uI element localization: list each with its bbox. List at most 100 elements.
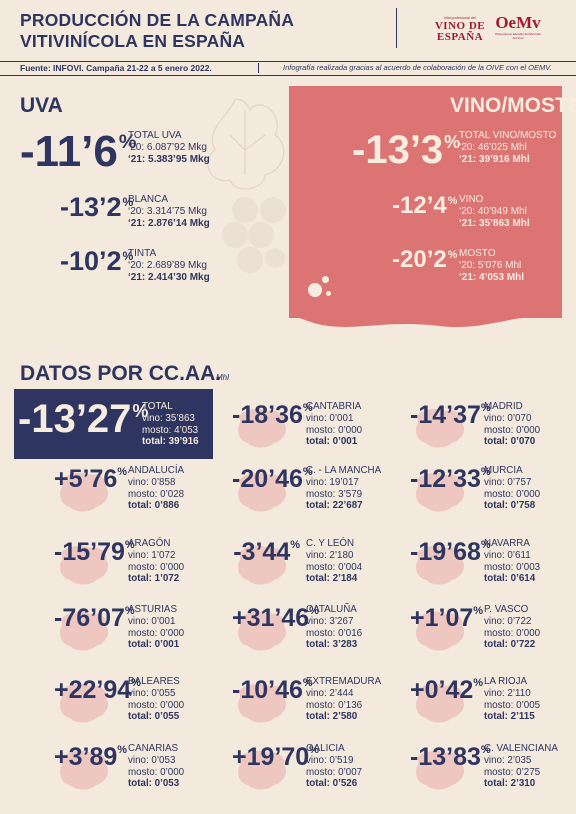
region-mosto: mosto: 0’000 [128, 699, 185, 711]
region-info: ARAGÓN vino: 1’072 mosto: 0’000 total: 1’07… [128, 538, 184, 585]
region-pct: -13’83% [410, 745, 491, 770]
region-pct-sign: % [480, 539, 491, 551]
region-name: C. - LA MANCHA [306, 465, 382, 476]
region-total: total: 0’614 [484, 573, 536, 585]
region-pct: -19’68% [410, 540, 491, 565]
region-mosto: mosto: 0’000 [128, 627, 185, 639]
vino-mosto-y20: ‘20: 5’076 Mhl [459, 260, 522, 271]
region-pct: -14’37% [410, 401, 491, 429]
region-info: CANARIAS vino: 0’053 mosto: 0’000 total: 0’… [128, 743, 184, 790]
datos-total-vino: vino: 35’863 [142, 412, 195, 424]
region-name: P. VASCO [484, 604, 529, 615]
region-pct-value: +5’76 [54, 465, 118, 493]
grape-illustration [207, 98, 286, 273]
region-mosto: mosto: 0’004 [306, 561, 363, 573]
region-pct-value: +0’42 [410, 676, 474, 704]
vino-mosto-pct: -20’2% [392, 246, 458, 273]
region-map-icon [238, 683, 287, 723]
region-map-icon [238, 408, 287, 448]
region-info: C. VALENCIANA vino: 2’035 mosto: 0’275 tota… [484, 743, 558, 790]
region-pct-value: +31’46 [232, 604, 310, 632]
vino-mosto-panel [289, 86, 562, 318]
datos-total-name: TOTAL [142, 401, 173, 412]
region-total: total: 0’526 [306, 778, 358, 790]
region-info: ANDALUCÍA vino: 0’858 mosto: 0’028 total: 0… [128, 465, 184, 512]
region-map-icon [238, 545, 287, 585]
region-pct-sign: % [480, 402, 491, 414]
region-mosto: mosto: 0’000 [306, 424, 363, 436]
region-map-icon [416, 750, 465, 790]
region-mosto: mosto: 0’007 [306, 766, 363, 778]
region-map-icon [416, 472, 465, 512]
region-pct: -18’36% [232, 403, 313, 428]
bubble-3 [326, 291, 331, 296]
uva-tinta-y20: ‘20: 2.689’89 Mkg [128, 260, 207, 271]
region-map-icon [60, 545, 109, 585]
uva-blanca-y20: ‘20: 3.314’75 Mkg [128, 206, 207, 217]
region-map-icon [238, 611, 287, 651]
region-pct: -20’46% [232, 467, 313, 492]
region-total: total: 0’053 [128, 778, 180, 790]
uva-tinta-name: TINTA [128, 248, 157, 259]
region-pct-value: -14’37 [410, 401, 481, 429]
source-separator [258, 63, 259, 73]
vino-total-y21: ‘21: 39’916 Mhl [459, 154, 530, 165]
region-map-icon [60, 683, 109, 723]
region-vino: vino: 1’072 [128, 549, 176, 561]
vino-vino-name: VINO [459, 194, 484, 205]
region-info: P. VASCO vino: 0’722 mosto: 0’000 total: 0’… [484, 604, 540, 651]
region-vino: vino: 0’519 [306, 754, 354, 766]
vino-panel-wave [289, 300, 562, 328]
uva-blanca-info: BLANCA ‘20: 3.314’75 Mkg ‘21: 2.876’14 M… [128, 194, 210, 230]
region-vino: vino: 0’858 [128, 476, 176, 488]
region-name: NAVARRA [484, 538, 530, 549]
uva-blanca-name: BLANCA [128, 194, 169, 205]
region-mosto: mosto: 0’000 [484, 424, 541, 436]
region-pct: +31’46% [232, 606, 319, 631]
region-pct-value: +22’94 [54, 676, 132, 704]
region-name: LA RIOJA [484, 676, 528, 687]
region-name: C. Y LEÓN [306, 538, 355, 549]
uva-blanca-pct: -13’2% [60, 192, 134, 222]
region-pct-sign: % [480, 744, 491, 756]
region-name: ARAGÓN [128, 538, 171, 549]
region-pct-sign: % [473, 677, 484, 689]
region-pct-sign: % [117, 744, 128, 756]
region-pct-value: +1’07 [410, 604, 474, 632]
region-pct: -76’07% [54, 606, 135, 631]
region-info: MADRID vino: 0’070 mosto: 0’000 total: 0’07… [484, 401, 540, 448]
source-text: Fuente: INFOVI. Campaña 21-22 a 5 enero … [20, 63, 212, 73]
region-pct-sign: % [131, 677, 141, 689]
region-map-icon [416, 408, 465, 448]
region-pct-sign: % [302, 402, 313, 414]
datos-heading: DATOS POR CC.AA. [20, 362, 222, 385]
region-mosto: mosto: 0’003 [484, 561, 541, 573]
region-map-icon [238, 750, 287, 790]
region-pct-sign: % [302, 677, 313, 689]
region-total: total: 0’886 [128, 500, 180, 512]
region-pct-sign: % [302, 466, 313, 478]
region-total: total: 2’580 [306, 711, 358, 723]
region-vino: vino: 2’035 [484, 754, 532, 766]
region-vino: vino: 0’611 [484, 549, 531, 561]
region-pct-sign: % [124, 539, 135, 551]
uva-total-pct: -11’6% [20, 127, 137, 176]
region-pct: +5’76% [54, 465, 127, 493]
region-name: BALEARES [128, 676, 180, 687]
vino-vino-pct: -12’4% [392, 192, 458, 219]
region-pct: -12’33% [410, 467, 491, 492]
region-name: EXTREMADURA [306, 676, 382, 687]
region-total: total: 0’722 [484, 639, 536, 651]
region-vino: vino: 3’267 [306, 615, 354, 627]
region-info: GALICIA vino: 0’519 mosto: 0’007 total: 0’5… [306, 743, 362, 790]
region-info: BALEARES vino: 0’055 mosto: 0’000 total: 0’… [128, 676, 184, 723]
region-pct-value: +19’70 [232, 743, 310, 771]
vino-mosto-info: MOSTO ‘20: 5’076 Mhl ‘21: 4’053 Mhl [459, 248, 524, 284]
region-total: total: 2’184 [306, 573, 358, 585]
logo-interprofesional-vino: Interprofesional del VINO DE ESPAÑA [434, 16, 486, 43]
datos-total-box [14, 389, 213, 459]
region-total: total: 0’001 [128, 639, 180, 651]
uva-heading: UVA [20, 94, 63, 117]
region-name: GALICIA [306, 743, 345, 754]
region-total: total: 0’055 [128, 711, 180, 723]
